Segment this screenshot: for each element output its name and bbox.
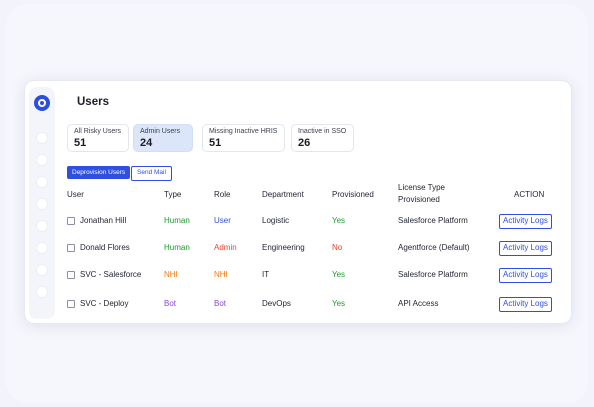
col-header-type: Type: [164, 190, 182, 199]
stat-admin-users[interactable]: Admin Users 24: [133, 124, 193, 152]
row-checkbox[interactable]: [67, 217, 75, 225]
cell-department: Engineering: [262, 243, 305, 252]
stat-value: 26: [298, 137, 311, 149]
cell-role: NHI: [214, 270, 228, 279]
sidebar-item-5[interactable]: [37, 221, 47, 231]
cell-role: Admin: [214, 243, 237, 252]
col-header-user: User: [67, 190, 84, 199]
sidebar-item-3[interactable]: [37, 177, 47, 187]
stat-inactive-in-sso[interactable]: Inactive in SSO 26: [291, 124, 354, 152]
cell-license: Agentforce (Default): [398, 243, 470, 252]
cell-provisioned: Yes: [332, 270, 346, 279]
sidebar-item-7[interactable]: [37, 265, 47, 275]
row-checkbox[interactable]: [67, 244, 75, 252]
stat-label: Inactive in SSO: [298, 128, 347, 135]
row-checkbox[interactable]: [67, 300, 75, 308]
col-header-action: ACTION: [514, 190, 545, 199]
cell-provisioned: Yes: [332, 299, 346, 308]
deprovision-users-button[interactable]: Deprovision Users: [67, 166, 131, 179]
cell-provisioned: No: [332, 243, 343, 252]
cell-type: Bot: [164, 299, 177, 308]
cell-user: SVC - Salesforce: [80, 270, 142, 279]
cell-type: Human: [164, 216, 190, 225]
row-checkbox[interactable]: [67, 271, 75, 279]
col-header-role: Role: [214, 190, 231, 199]
cell-type: NHI: [164, 270, 178, 279]
stat-all-risky-users[interactable]: All Risky Users 51: [67, 124, 129, 152]
stat-label: All Risky Users: [74, 128, 122, 135]
cell-role: Bot: [214, 299, 227, 308]
cell-user: Jonathan Hill: [80, 216, 127, 225]
stat-value: 51: [74, 137, 87, 149]
activity-logs-button[interactable]: Activity Logs: [499, 214, 552, 229]
cell-department: IT: [262, 270, 270, 279]
col-header-provisioned: Provisioned: [332, 190, 374, 199]
activity-logs-button[interactable]: Activity Logs: [499, 241, 552, 256]
sidebar-item-4[interactable]: [37, 199, 47, 209]
col-header-license-provisioned: Provisioned: [398, 195, 440, 204]
col-header-license-type: License Type: [398, 183, 445, 192]
stat-value: 51: [209, 137, 222, 149]
cell-user: SVC - Deploy: [80, 299, 129, 308]
col-header-department: Department: [262, 190, 304, 199]
cell-license: Salesforce Platform: [398, 270, 468, 279]
activity-logs-button[interactable]: Activity Logs: [499, 268, 552, 283]
sidebar-item-6[interactable]: [37, 243, 47, 253]
page-title: Users: [77, 96, 109, 108]
app-logo-icon[interactable]: [34, 95, 50, 111]
cell-type: Human: [164, 243, 190, 252]
cell-user: Donald Flores: [80, 243, 130, 252]
users-card: Users All Risky Users 51 Admin Users 24 …: [24, 80, 572, 324]
cell-department: DevOps: [262, 299, 291, 308]
cell-role: User: [214, 216, 231, 225]
sidebar-item-1[interactable]: [37, 133, 47, 143]
sidebar-item-2[interactable]: [37, 155, 47, 165]
stat-value: 24: [140, 137, 153, 149]
cell-license: API Access: [398, 299, 439, 308]
cell-department: Logistic: [262, 216, 290, 225]
activity-logs-button[interactable]: Activity Logs: [499, 297, 552, 312]
stat-label: Missing Inactive HRIS: [209, 128, 278, 135]
send-mail-button[interactable]: Send Mail: [131, 166, 172, 181]
stat-label: Admin Users: [140, 128, 181, 135]
sidebar-item-8[interactable]: [37, 287, 47, 297]
stat-missing-inactive-hris[interactable]: Missing Inactive HRIS 51: [202, 124, 285, 152]
cell-provisioned: Yes: [332, 216, 346, 225]
sidebar-rail: [29, 87, 55, 319]
cell-license: Salesforce Platform: [398, 216, 468, 225]
